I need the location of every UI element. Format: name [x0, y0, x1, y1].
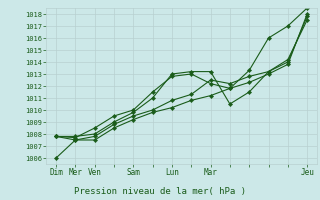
Text: Pression niveau de la mer( hPa ): Pression niveau de la mer( hPa ): [74, 187, 246, 196]
